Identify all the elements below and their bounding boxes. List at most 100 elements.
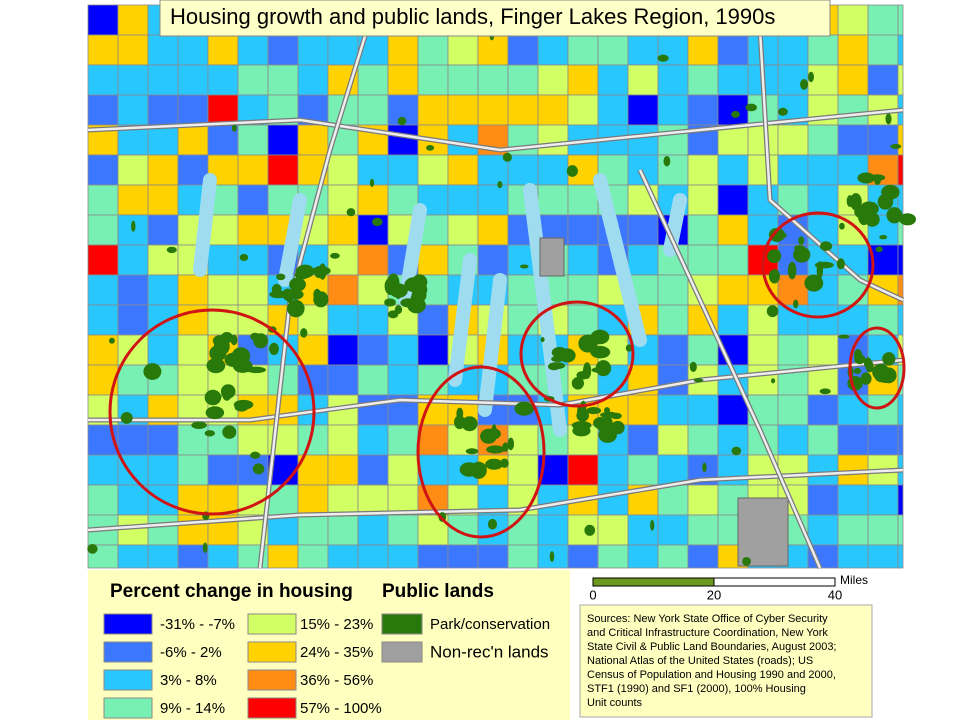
map-unit [897, 394, 904, 426]
map-unit [537, 124, 569, 156]
map-unit [597, 454, 629, 486]
park [731, 110, 740, 118]
map-unit [267, 154, 299, 186]
sources-line: and Critical Infrastructure Coordination… [587, 627, 828, 639]
map-unit [507, 514, 539, 546]
map-unit [837, 124, 869, 156]
park [787, 261, 797, 280]
park [235, 351, 243, 361]
map-unit [357, 214, 389, 246]
map-unit [777, 274, 809, 306]
map-unit [327, 244, 359, 276]
sources-line: STF1 (1990) and SF1 (2000), 100% Housing [587, 683, 806, 695]
park [486, 445, 505, 454]
map-unit [567, 274, 599, 306]
park [206, 357, 226, 374]
map-unit [147, 514, 179, 546]
park [777, 107, 788, 116]
map-unit [297, 124, 329, 156]
map-unit [687, 514, 719, 546]
park [230, 334, 238, 346]
park [853, 348, 863, 362]
map-unit [627, 514, 659, 546]
map-unit [417, 34, 449, 66]
map-unit [567, 544, 599, 569]
park [571, 376, 584, 390]
map-unit [687, 34, 719, 66]
map-unit [117, 94, 149, 126]
scale-bar [713, 577, 836, 587]
park [595, 360, 612, 377]
map-unit [327, 454, 359, 486]
road [638, 169, 822, 569]
map-unit [297, 34, 329, 66]
sources-line: State Civil & Public Land Boundaries, Au… [587, 641, 837, 653]
map-unit [177, 94, 209, 126]
map-unit [837, 4, 869, 36]
legend-label: 3% - 8% [160, 672, 217, 689]
map-unit [657, 544, 689, 569]
map-unit [147, 454, 179, 486]
map-unit [87, 454, 119, 486]
map-unit [147, 154, 179, 186]
map-unit [387, 454, 419, 486]
park [300, 328, 308, 338]
map-unit [297, 544, 329, 569]
map-unit [477, 64, 509, 96]
park [742, 557, 751, 566]
map-unit [627, 94, 659, 126]
map-unit [297, 364, 329, 396]
map-unit [117, 4, 149, 36]
map-unit [147, 64, 179, 96]
park [491, 424, 497, 435]
map-unit [627, 394, 659, 426]
map-unit [867, 424, 899, 456]
sources-line: Unit counts [587, 697, 643, 709]
map-unit [507, 544, 539, 569]
park [793, 246, 811, 263]
map-unit [687, 484, 719, 516]
park [819, 388, 831, 395]
park [487, 518, 498, 530]
park [551, 346, 568, 359]
map-unit [507, 154, 539, 186]
legend-label: Non-rec'n lands [430, 642, 549, 661]
legend-swatch [381, 641, 423, 663]
map-unit [657, 394, 689, 426]
map-unit [267, 124, 299, 156]
map-unit [807, 334, 839, 366]
park [601, 415, 613, 432]
map-unit [657, 334, 689, 366]
park [860, 372, 872, 385]
park [287, 299, 305, 318]
legend-swatch [247, 669, 297, 691]
map-unit [387, 424, 419, 456]
legend-heading: Percent change in housing [110, 581, 353, 602]
map-unit [177, 364, 209, 396]
map-unit [177, 334, 209, 366]
park [461, 416, 478, 432]
map-unit [447, 64, 479, 96]
map-unit [897, 4, 904, 36]
park [143, 363, 162, 380]
map-unit [87, 94, 119, 126]
map-unit [177, 34, 209, 66]
park [766, 305, 779, 318]
map-unit [837, 34, 869, 66]
park [814, 261, 834, 269]
map-unit [597, 484, 629, 516]
map-unit [657, 454, 689, 486]
map-unit [717, 184, 749, 216]
map-unit [477, 544, 509, 569]
map-unit [387, 514, 419, 546]
legend-swatch [103, 641, 153, 663]
map-unit [897, 34, 904, 66]
map-unit [237, 34, 269, 66]
park [771, 378, 776, 384]
map-unit [717, 214, 749, 246]
map-unit [267, 64, 299, 96]
map-unit [387, 64, 419, 96]
title-box [159, 0, 831, 37]
map-unit [567, 244, 599, 276]
map-unit [717, 94, 749, 126]
